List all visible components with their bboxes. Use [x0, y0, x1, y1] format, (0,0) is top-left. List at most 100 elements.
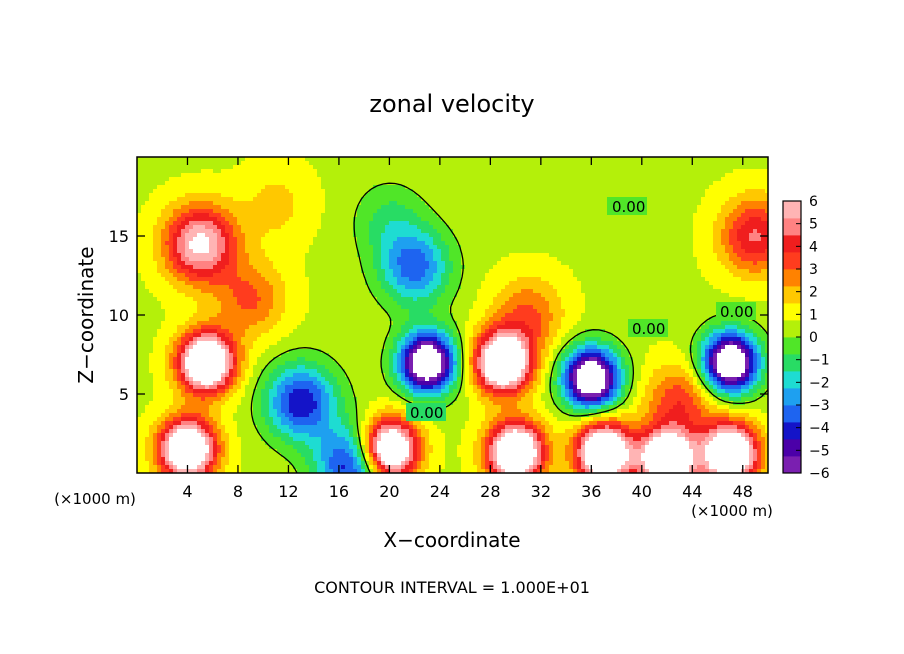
heatmap-cell [261, 357, 266, 362]
heatmap-cell [197, 469, 202, 473]
heatmap-cell [209, 317, 214, 322]
heatmap-cell [249, 429, 254, 434]
heatmap-cell [233, 437, 238, 442]
heatmap-cell [377, 377, 382, 382]
heatmap-cell [161, 177, 166, 182]
heatmap-cell [145, 433, 150, 438]
heatmap-cell [209, 369, 214, 374]
heatmap-cell [145, 369, 150, 374]
heatmap-cell [285, 413, 290, 418]
heatmap-cell [325, 429, 330, 434]
heatmap-cell [149, 325, 154, 330]
heatmap-cell [141, 373, 146, 378]
heatmap-cell [277, 185, 282, 190]
heatmap-cell [273, 285, 278, 290]
heatmap-cell [165, 213, 170, 218]
heatmap-cell [297, 221, 302, 226]
heatmap-cell [333, 257, 338, 262]
heatmap-cell [157, 325, 162, 330]
heatmap-cell [149, 365, 154, 370]
heatmap-cell [209, 353, 214, 358]
heatmap-cell [193, 301, 198, 306]
heatmap-cell [229, 341, 234, 346]
heatmap-cell [141, 361, 146, 366]
heatmap-cell [149, 309, 154, 314]
heatmap-cell [181, 413, 186, 418]
heatmap-cell [341, 341, 346, 346]
heatmap-cell [229, 337, 234, 342]
heatmap-cell [205, 361, 210, 366]
heatmap-cell [325, 173, 330, 178]
heatmap-cell [201, 437, 206, 442]
heatmap-cell [325, 285, 330, 290]
heatmap-cell [137, 233, 142, 238]
heatmap-cell [233, 193, 238, 198]
heatmap-cell [161, 253, 166, 258]
heatmap-cell [153, 249, 158, 254]
heatmap-cell [365, 193, 370, 198]
heatmap-cell [369, 389, 374, 394]
heatmap-cell [245, 393, 250, 398]
heatmap-cell [233, 197, 238, 202]
heatmap-cell [253, 229, 258, 234]
heatmap-cell [201, 241, 206, 246]
heatmap-cell [229, 273, 234, 278]
heatmap-cell [165, 185, 170, 190]
heatmap-cell [145, 273, 150, 278]
heatmap-cell [349, 253, 354, 258]
heatmap-cell [369, 461, 374, 466]
heatmap-cell [249, 361, 254, 366]
heatmap-cell [221, 197, 226, 202]
heatmap-cell [213, 185, 218, 190]
heatmap-cell [341, 405, 346, 410]
heatmap-cell [373, 429, 378, 434]
heatmap-cell [241, 401, 246, 406]
heatmap-cell [225, 393, 230, 398]
heatmap-cell [145, 461, 150, 466]
heatmap-cell [277, 457, 282, 462]
heatmap-cell [233, 317, 238, 322]
heatmap-cell [229, 233, 234, 238]
heatmap-cell [193, 237, 198, 242]
heatmap-cell [353, 441, 358, 446]
heatmap-cell [365, 293, 370, 298]
heatmap-cell [377, 169, 382, 174]
heatmap-cell [249, 225, 254, 230]
heatmap-cell [157, 381, 162, 386]
heatmap-cell [305, 457, 310, 462]
heatmap-cell [265, 305, 270, 310]
heatmap-cell [189, 197, 194, 202]
heatmap-cell [249, 421, 254, 426]
heatmap-cell [153, 213, 158, 218]
heatmap-cell [297, 357, 302, 362]
heatmap-cell [149, 461, 154, 466]
heatmap-cell [225, 281, 230, 286]
heatmap-cell [241, 301, 246, 306]
heatmap-cell [305, 193, 310, 198]
heatmap-cell [181, 257, 186, 262]
heatmap-cell [193, 289, 198, 294]
heatmap-cell [309, 353, 314, 358]
heatmap-cell [145, 261, 150, 266]
heatmap-cell [233, 313, 238, 318]
heatmap-cell [165, 285, 170, 290]
heatmap-cell [313, 437, 318, 442]
heatmap-cell [261, 277, 266, 282]
heatmap-cell [181, 465, 186, 470]
heatmap-cell [149, 301, 154, 306]
heatmap-cell [149, 425, 154, 430]
heatmap-cell [149, 257, 154, 262]
heatmap-cell [185, 401, 190, 406]
heatmap-cell [237, 233, 242, 238]
heatmap-cell [169, 201, 174, 206]
heatmap-cell [333, 329, 338, 334]
heatmap-cell [237, 193, 242, 198]
heatmap-cell [249, 185, 254, 190]
heatmap-cell [273, 365, 278, 370]
heatmap-cell [305, 449, 310, 454]
heatmap-cell [161, 269, 166, 274]
heatmap-cell [249, 193, 254, 198]
heatmap-cell [241, 253, 246, 258]
heatmap-cell [269, 277, 274, 282]
heatmap-cell [269, 289, 274, 294]
